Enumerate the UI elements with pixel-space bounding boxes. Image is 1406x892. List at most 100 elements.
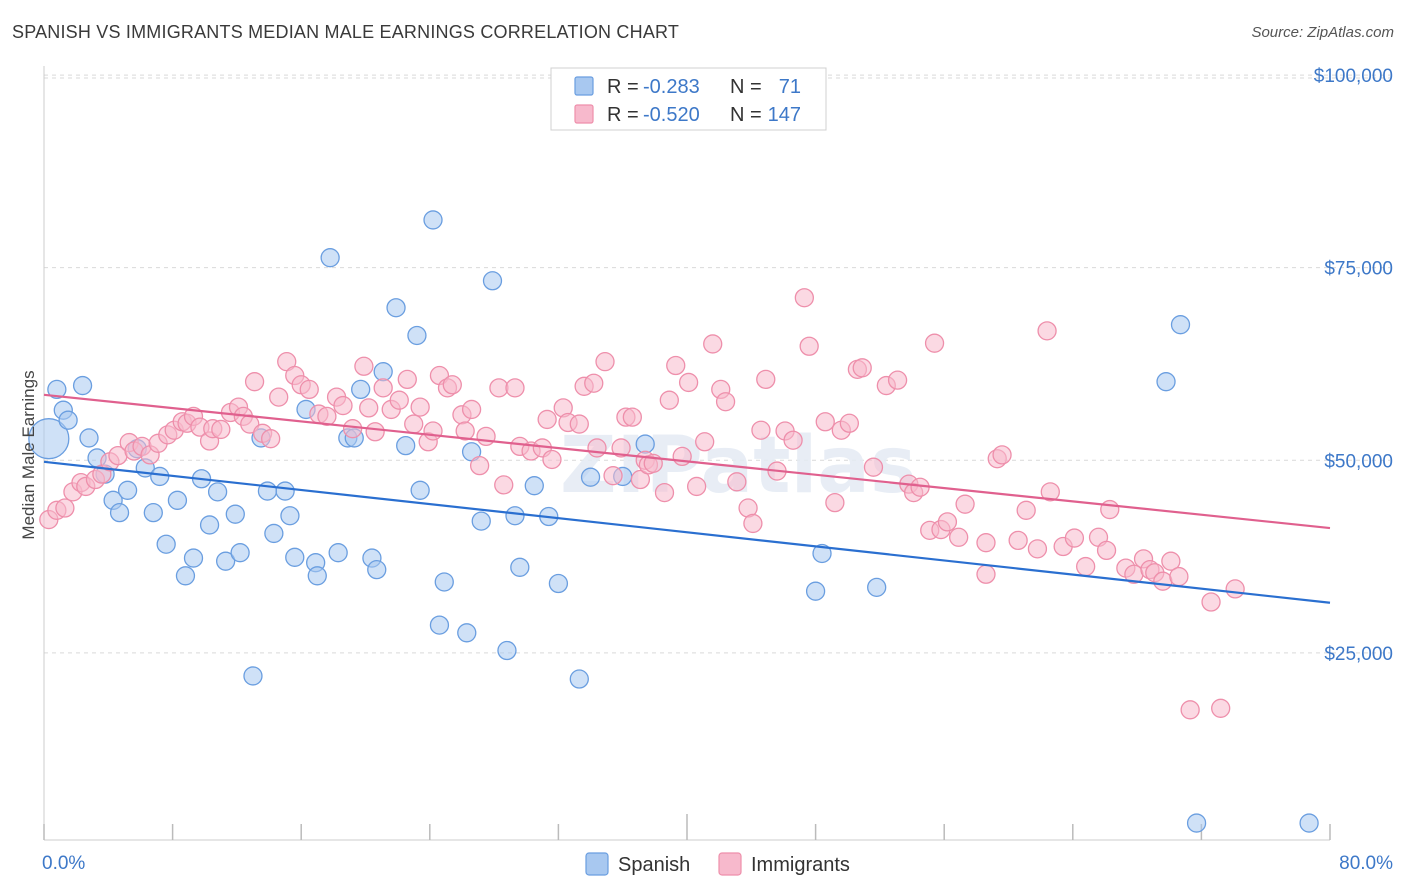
immigrants-point [397,369,417,390]
spanish-point [510,557,530,577]
legend-swatch-spanish [574,76,594,96]
immigrants-point [542,449,562,470]
immigrants-point [1180,700,1200,720]
immigrants-point [55,498,75,518]
immigrants-point [955,494,975,514]
immigrants-point [603,466,623,486]
spanish-point [225,504,245,524]
spanish-point [199,515,220,535]
spanish-point [548,573,569,594]
y-tick-label: $50,000 [1324,451,1393,472]
immigrants-point [666,355,686,376]
immigrants-point [1027,539,1048,559]
immigrants-point [924,333,945,353]
spanish-points [28,210,1319,833]
immigrants-point [269,387,289,407]
immigrants-point [815,412,835,432]
x-tick-label-min: 0.0% [42,853,85,874]
spanish-point [307,566,327,586]
immigrants-point [1008,530,1028,551]
bottom-legend[interactable]: Spanish Immigrants [585,852,850,876]
immigrants-point [794,288,814,308]
legend-r-value: -0.283 [643,76,700,98]
spanish-point [569,669,589,689]
spanish-point [28,418,70,460]
spanish-point [867,577,887,598]
spanish-point [471,511,491,531]
spanish-point [423,210,443,230]
immigrants-point [949,527,969,547]
spanish-point [373,362,393,382]
immigrants-point [359,398,379,418]
immigrants-point [1096,540,1117,561]
spanish-point [167,490,188,510]
immigrants-point [423,421,443,441]
immigrants-points [39,288,1245,720]
immigrants-point [743,513,763,534]
immigrants-point [461,399,482,420]
legend-frame [550,67,827,131]
spanish-point [79,428,99,448]
spanish-point [230,543,250,563]
immigrants-point [494,475,514,495]
immigrants-point [783,430,803,450]
spanish-point [1170,315,1191,335]
legend-r-value: -0.520 [643,104,700,126]
immigrants-point [489,378,509,398]
spanish-point [396,435,416,456]
legend-swatch-immigrants [574,104,594,124]
immigrants-point [342,419,363,439]
grid-lines [44,74,1390,654]
immigrants-point [715,392,736,412]
immigrants-point [354,356,374,376]
y-tick-labels: $25,000 $50,000 $75,000 $100,000 [1314,66,1393,665]
immigrants-point [622,407,642,427]
immigrants-point [839,413,860,433]
bottom-legend-label-spanish: Spanish [618,854,690,876]
legend-r-label: R = [607,76,639,98]
spanish-point [175,566,196,586]
bottom-legend-swatch-spanish[interactable] [585,852,609,876]
immigrants-point [261,429,281,449]
immigrants-point [678,372,699,393]
immigrants-point [442,375,462,395]
y-axis-title: Median Male Earnings [19,370,38,539]
immigrants-point [686,476,707,497]
immigrants-point [937,512,958,532]
bottom-legend-swatch-immigrants[interactable] [718,852,742,876]
immigrants-point [654,482,675,503]
immigrants-point [1161,551,1181,571]
immigrants-point [373,378,393,398]
immigrants-point [365,422,385,442]
immigrants-point [476,426,496,447]
immigrants-point [756,369,776,390]
immigrants-point [469,455,490,476]
spanish-point [1299,813,1319,833]
immigrants-point [410,397,430,417]
immigrants-point [1201,592,1221,612]
immigrants-point [317,406,337,427]
immigrants-point [976,564,996,584]
spanish-point [58,410,78,430]
spanish-point [580,467,601,487]
immigrants-point [863,457,884,477]
y-tick-label: $25,000 [1324,644,1393,665]
spanish-point [156,534,176,554]
immigrants-point [1037,321,1057,341]
immigrants-point [211,419,231,440]
spanish-point [386,298,406,318]
immigrants-point [1016,500,1036,520]
spanish-point [243,666,263,686]
spanish-point [150,466,170,487]
bottom-legend-label-immigrants: Immigrants [751,854,850,876]
immigrants-point [852,358,872,378]
spanish-point [328,543,348,563]
chart-source: Source: ZipAtlas.com [1251,24,1394,41]
spanish-point [320,248,340,268]
immigrants-point [244,372,265,392]
spanish-point [497,640,517,661]
spanish-point [1156,372,1176,392]
immigrants-point [887,370,908,390]
x-tick-labels: 0.0% 80.0% [42,853,1393,874]
